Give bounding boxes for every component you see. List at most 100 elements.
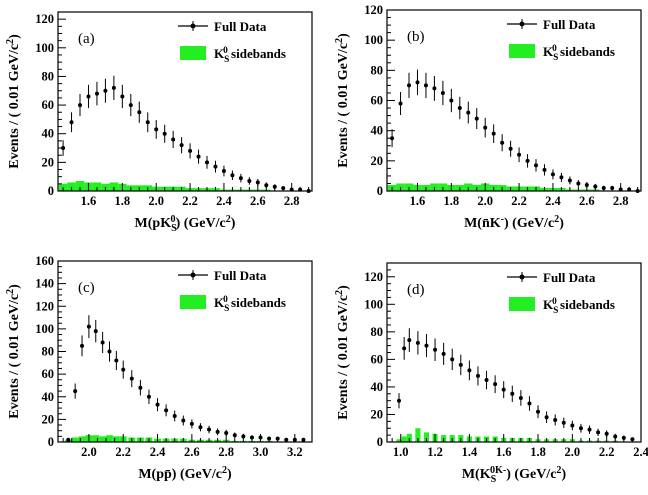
data-point (525, 158, 530, 163)
data-point (501, 387, 506, 392)
data-point (484, 378, 489, 383)
x-tick-label: 2.8 (284, 194, 300, 208)
data-point (164, 408, 169, 413)
data-point (397, 398, 402, 403)
data-point (415, 80, 420, 85)
y-tick-label: 0 (377, 184, 383, 198)
data-point (390, 136, 395, 141)
y-tick-label: 0 (48, 184, 54, 198)
x-axis-title: M(KS0K-) (GeV/c2) (462, 465, 567, 485)
legend-data-label: Full Data (214, 268, 267, 283)
y-tick-label: 100 (35, 322, 54, 336)
data-point (500, 140, 505, 145)
data-point (593, 184, 598, 189)
sideband-bar (71, 437, 79, 442)
data-point (559, 175, 564, 180)
legend-sideband-label: KS0 sidebands (543, 44, 615, 63)
data-point (567, 178, 572, 183)
legend-sideband-swatch (509, 297, 535, 311)
y-axis-title: Events / ( 0.01 GeV/c2) (334, 285, 351, 420)
data-point (121, 367, 126, 372)
data-point (450, 357, 455, 362)
data-point (129, 376, 134, 381)
x-tick-label: 2.0 (477, 194, 493, 208)
data-point (407, 338, 412, 343)
sideband-bar (401, 436, 407, 442)
plot-frame (57, 260, 313, 443)
x-axis-title: M(n̄K-) (GeV/c2) (464, 214, 564, 231)
data-point (458, 362, 463, 367)
data-point (154, 127, 159, 132)
data-point (407, 83, 412, 88)
x-tick-label: 2.8 (218, 445, 234, 459)
data-point (518, 395, 523, 400)
y-tick-label: 40 (42, 390, 55, 404)
data-point (78, 103, 83, 108)
x-tick-label: 1.8 (115, 194, 131, 208)
sideband-bar (106, 435, 113, 442)
plot-frame (57, 11, 313, 192)
data-point (172, 413, 177, 418)
data-point (247, 178, 252, 183)
sideband-bar (78, 436, 86, 442)
y-tick-label: 40 (42, 127, 55, 141)
x-axis-title: M(pKS0) (GeV/c2) (135, 214, 236, 234)
data-point (205, 160, 210, 165)
data-point (587, 427, 592, 432)
data-point (114, 358, 119, 363)
x-tick-label: 2.4 (150, 445, 166, 459)
data-point (433, 347, 438, 352)
y-tick-label: 100 (364, 297, 383, 311)
y-tick-label: 20 (371, 154, 384, 168)
x-tick-label: 2.2 (115, 445, 131, 459)
y-tick-label: 120 (364, 3, 383, 17)
legend-sideband-label: KS0 sidebands (214, 295, 286, 314)
y-tick-label: 60 (42, 367, 55, 381)
data-point (69, 120, 74, 125)
legend-sideband-swatch (180, 295, 206, 309)
sideband-bar (109, 182, 119, 191)
legend-data-marker (519, 21, 525, 27)
data-point (213, 164, 218, 169)
data-point (570, 423, 575, 428)
data-point (553, 417, 558, 422)
data-point (224, 430, 229, 435)
x-tick-label: 2.2 (511, 194, 527, 208)
sideband-bar (75, 180, 85, 191)
data-point (215, 429, 220, 434)
data-point (474, 116, 479, 121)
sideband-bar (92, 435, 100, 442)
data-point (230, 173, 235, 178)
sideband-bar (423, 432, 430, 442)
data-point (221, 168, 226, 173)
data-point (441, 351, 446, 356)
y-tick-label: 120 (364, 270, 383, 284)
data-point (483, 125, 488, 130)
x-tick-label: 1.6 (496, 445, 512, 459)
sideband-bar (415, 428, 421, 442)
data-point (249, 435, 254, 440)
data-point (100, 340, 105, 345)
data-point (423, 83, 428, 88)
data-point (171, 137, 176, 142)
y-tick-label: 20 (42, 155, 55, 169)
chart-panel-1: 0 20 40 60 80 100 120 1.6 1.8 2.0 2.2 2.4 2.6 2.8 M(pK… (5, 11, 313, 234)
panel-tag: (b) (407, 29, 425, 45)
data-point (466, 110, 471, 115)
data-point (162, 131, 167, 136)
y-tick-label: 80 (42, 69, 55, 83)
data-point (467, 368, 472, 373)
y-tick-label: 20 (42, 412, 55, 426)
y-axis-title: Events / ( 0.01 GeV/c2) (5, 284, 22, 419)
y-tick-label: 0 (48, 435, 54, 449)
y-tick-label: 120 (35, 12, 54, 26)
data-point (544, 415, 549, 420)
legend-data-marker (190, 272, 196, 278)
data-point (241, 434, 246, 439)
y-tick-label: 100 (364, 33, 383, 47)
data-point (137, 110, 142, 115)
data-point (146, 394, 151, 399)
data-point (61, 146, 66, 151)
plot-frame (386, 9, 642, 192)
